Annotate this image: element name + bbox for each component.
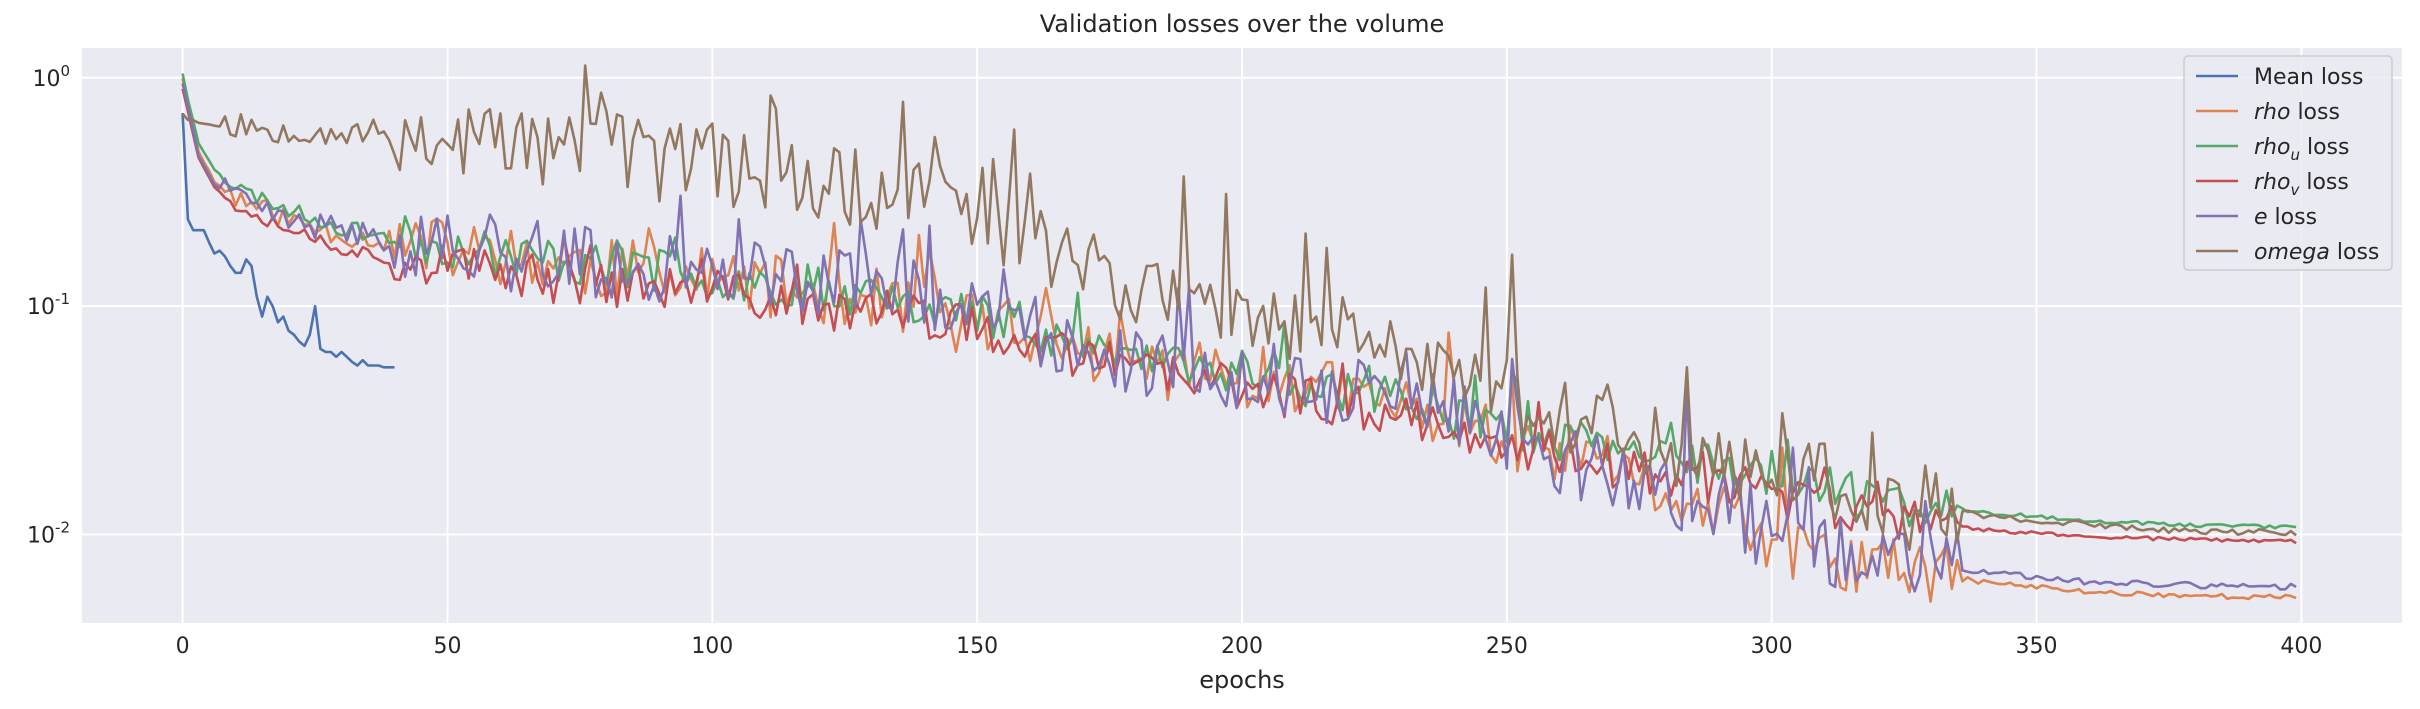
legend-entry: e loss xyxy=(2254,205,2317,230)
series-lines xyxy=(181,64,2297,603)
legend-entry: rhov loss xyxy=(2254,170,2349,199)
y-tick-label: 10-2 xyxy=(27,519,70,549)
x-axis-label: epochs xyxy=(1199,666,1285,694)
legend-entry: rho loss xyxy=(2254,100,2340,125)
y-tick-label: 100 xyxy=(32,62,70,92)
x-tick-label: 350 xyxy=(2016,634,2058,659)
x-tick-label: 0 xyxy=(176,634,190,659)
x-tick-label: 150 xyxy=(956,634,998,659)
series-line-5 xyxy=(181,64,2297,551)
x-tick-label: 50 xyxy=(433,634,461,659)
series-line-4 xyxy=(181,83,2297,593)
legend-entry: rhou loss xyxy=(2254,135,2349,164)
legend-entry: omega loss xyxy=(2254,240,2379,265)
y-tick-labels: 10-2 10-1 100 xyxy=(27,62,70,549)
grid-lines xyxy=(82,48,2402,623)
legend: Mean loss rho loss rhou loss rhov loss e los… xyxy=(2183,55,2393,271)
x-tick-label: 400 xyxy=(2280,634,2322,659)
series-line-3 xyxy=(181,88,2297,545)
legend-entry: Mean loss xyxy=(2254,65,2363,90)
series-line-0 xyxy=(181,113,395,369)
x-tick-label: 100 xyxy=(691,634,733,659)
series-line-2 xyxy=(181,73,2297,530)
chart-title: Validation losses over the volume xyxy=(1040,10,1444,38)
x-tick-labels: 0 50 100 150 200 250 300 350 400 xyxy=(176,634,2323,659)
x-tick-label: 250 xyxy=(1486,634,1528,659)
x-tick-label: 200 xyxy=(1221,634,1263,659)
x-tick-label: 300 xyxy=(1751,634,1793,659)
y-tick-label: 10-1 xyxy=(27,290,70,320)
